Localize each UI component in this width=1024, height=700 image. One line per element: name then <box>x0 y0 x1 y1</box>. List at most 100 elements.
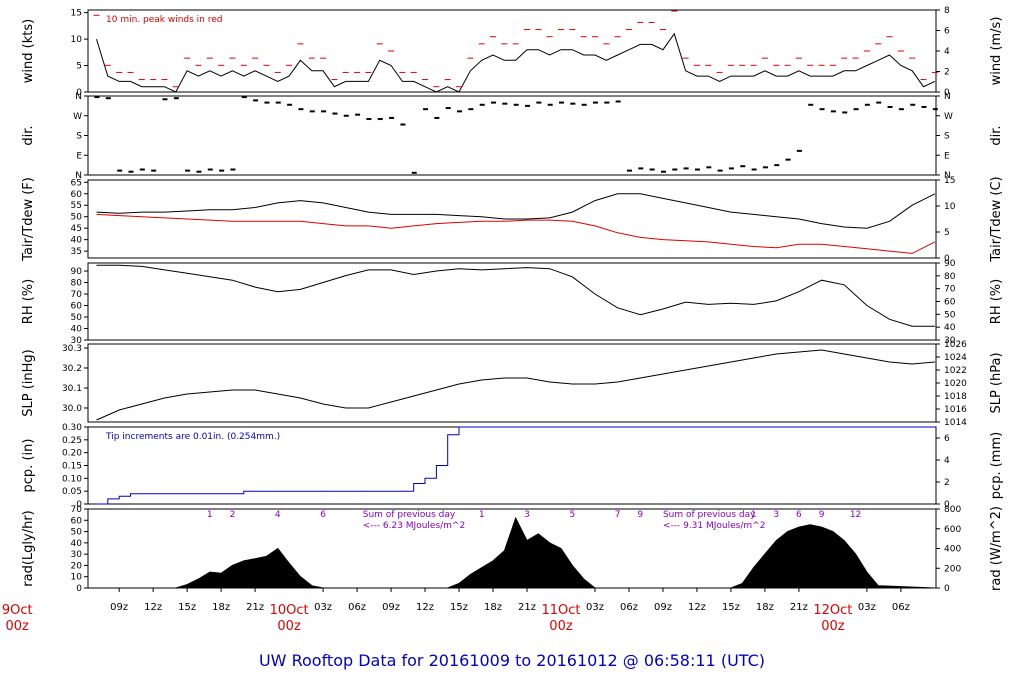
left-tick-label: S <box>76 132 82 142</box>
right-tick-label: 1018 <box>944 392 967 402</box>
direction-point <box>355 113 361 116</box>
time-tick-label: 03z <box>858 602 876 613</box>
panel-wind: 0 5 10 15 0 2 4 6 8 wind (kts) wind (m/s) 10 min. p… <box>21 6 1004 98</box>
left-tick-label: 65 <box>71 178 82 188</box>
time-tick-label: 03z <box>314 602 332 613</box>
direction-point <box>445 107 451 110</box>
left-tick-label: 40 <box>71 325 83 335</box>
right-tick-label: 1016 <box>944 405 967 415</box>
panel-frame <box>87 179 937 259</box>
left-axis-label: SLP (inHg) <box>21 349 36 417</box>
right-tick-label: 80 <box>944 272 956 282</box>
radiation-note-1-value: <--- 6.23 MJoules/m^2 <box>363 521 465 531</box>
time-tick-label: 18z <box>756 602 774 613</box>
direction-point <box>638 167 644 170</box>
left-tick-label: 0.15 <box>62 462 82 472</box>
right-tick-label: 1020 <box>944 379 967 389</box>
hour-mark: 3 <box>524 510 530 520</box>
left-tick-label: 60 <box>71 190 83 200</box>
right-tick-label: 6 <box>944 434 950 444</box>
panel-annotation: Tip increments are 0.01in. (0.254mm.) <box>105 432 280 442</box>
left-tick-label: 0.10 <box>62 474 82 484</box>
panel-precipitation: 0 0.05 0.10 0.15 0.20 0.25 0.30 0 2 4 6 pcp. (in) pc… <box>21 423 1004 510</box>
direction-point <box>570 102 576 105</box>
left-tick-label: 0 <box>76 500 82 510</box>
direction-point <box>932 108 938 111</box>
radiation-area <box>96 516 935 589</box>
hour-mark: 1 <box>479 510 485 520</box>
left-tick-label: 0.25 <box>62 436 82 446</box>
radiation-note-2: Sum of previous day <box>663 510 756 520</box>
hour-mark: 4 <box>275 510 281 520</box>
left-tick-label: 15 <box>71 9 82 19</box>
direction-point <box>751 168 757 171</box>
right-tick-label: 2 <box>944 68 950 78</box>
direction-point <box>151 169 157 172</box>
time-tick-label: 15z <box>178 602 196 613</box>
direction-point <box>887 105 893 108</box>
right-axis-label: Tair/Tdew (C) <box>989 176 1004 262</box>
right-tick-label: 1026 <box>944 340 967 350</box>
left-tick-label: 0.20 <box>62 449 82 459</box>
right-tick-label: 1014 <box>944 418 967 428</box>
direction-point <box>502 102 508 105</box>
direction-point <box>139 168 145 171</box>
direction-point <box>264 101 270 104</box>
direction-point <box>547 103 553 106</box>
right-tick-label: 90 <box>944 259 956 269</box>
direction-point <box>819 108 825 111</box>
direction-point <box>219 169 225 172</box>
time-tick-label: 21z <box>246 602 264 613</box>
hour-mark: 9 <box>637 510 643 520</box>
direction-point <box>207 168 213 171</box>
direction-point <box>536 101 542 104</box>
direction-point <box>230 168 236 171</box>
direction-point <box>400 123 406 126</box>
time-tick-label: 12z <box>416 602 434 613</box>
left-tick-label: 35 <box>71 247 82 257</box>
left-tick-label: 30.1 <box>62 384 82 394</box>
direction-point <box>706 166 712 169</box>
direction-point <box>105 97 111 100</box>
time-tick-label: 21z <box>790 602 808 613</box>
series-tdew-line <box>96 213 936 254</box>
series-slp-line <box>96 349 935 421</box>
right-tick-label: 0 <box>944 500 950 510</box>
hour-mark: 9 <box>819 510 825 520</box>
right-tick-label: 15 <box>944 176 955 186</box>
left-tick-label: E <box>76 151 82 161</box>
right-tick-label: 30 <box>944 336 956 346</box>
direction-point <box>185 169 191 172</box>
direction-point <box>332 112 338 115</box>
right-tick-label: 1024 <box>944 353 967 363</box>
left-axis-label: pcp. (in) <box>21 439 36 493</box>
chart-title: UW Rooftop Data for 20161009 to 20161012… <box>259 651 765 670</box>
direction-point <box>343 114 349 117</box>
left-tick-label: 5 <box>76 62 82 72</box>
time-tick-label: 15z <box>450 602 468 613</box>
right-tick-label: N <box>944 171 951 181</box>
right-tick-label: 600 <box>944 525 961 535</box>
time-tick-label: 09z <box>654 602 672 613</box>
direction-point <box>876 101 882 104</box>
right-axis-label: wind (m/s) <box>989 17 1004 86</box>
hour-mark: 1 <box>207 510 213 520</box>
direction-point <box>683 167 689 170</box>
right-tick-label: S <box>944 132 950 142</box>
direction-point <box>321 110 327 113</box>
direction-point <box>615 100 621 103</box>
time-tick-label: 03z <box>586 602 604 613</box>
right-tick-label: 6 <box>944 27 950 37</box>
direction-point <box>377 118 383 121</box>
direction-point <box>411 171 417 174</box>
left-tick-label: 10 <box>71 35 83 45</box>
right-tick-label: 4 <box>944 47 950 57</box>
right-tick-label: 10 <box>944 202 956 212</box>
time-tick-label: 12z <box>688 602 706 613</box>
time-tick-label: 18z <box>212 602 230 613</box>
direction-point <box>774 164 780 167</box>
time-tick-label: 18z <box>484 602 502 613</box>
